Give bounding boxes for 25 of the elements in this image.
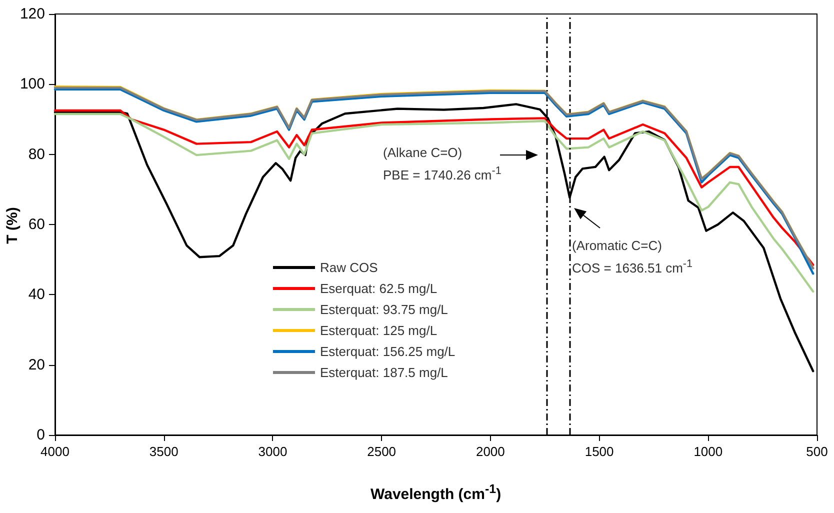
x-tick-label: 3000 [258, 444, 288, 459]
y-tick-label: 40 [28, 286, 45, 304]
y-tick-label: 120 [20, 6, 45, 22]
x-tick-label: 2000 [476, 444, 505, 459]
legend-label: Esterquat: 93.75 mg/L [320, 302, 448, 317]
annotation: (Aromatic C=C) COS = 1636.51 cm$^{-1}$ [572, 237, 693, 278]
y-tick-label: 80 [28, 146, 45, 163]
x-tick-label: 2500 [367, 444, 396, 459]
legend-label: Esterquat: 187.5 mg/L [320, 365, 448, 380]
x-tick-label: 1500 [584, 444, 614, 459]
legend-label: Eserquat: 62.5 mg/L [320, 281, 438, 296]
x-tick-label: 3500 [149, 444, 178, 459]
x-tick-label: 500 [806, 444, 828, 459]
y-tick-label: 60 [28, 216, 45, 233]
legend-label: Esterquat: 156.25 mg/L [320, 344, 456, 359]
legend-label: Esterquat: 125 mg/L [320, 323, 438, 338]
annotation: (Alkane C=O) PBE = 1740.26 cm$^{-1}$ [383, 144, 502, 184]
x-axis-title: Wavelength (cm$^{-1}$) [370, 482, 502, 503]
legend-label: Raw COS [320, 260, 378, 275]
y-tick-label: 100 [20, 76, 45, 93]
x-tick-label: 4000 [40, 444, 70, 459]
y-axis-title: T (%) [3, 206, 20, 244]
y-tick-label: 0 [36, 426, 45, 444]
y-tick-label: 20 [28, 356, 45, 374]
x-tick-label: 1000 [694, 444, 723, 459]
